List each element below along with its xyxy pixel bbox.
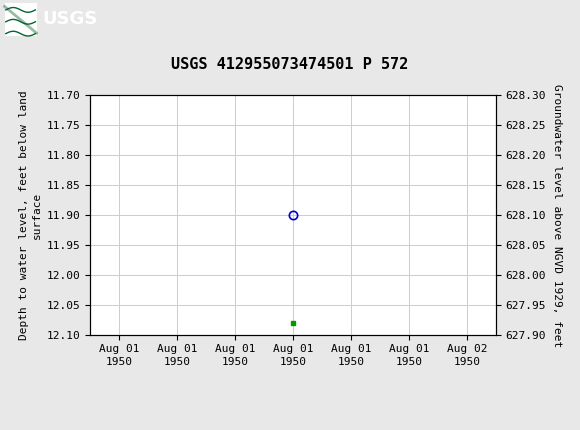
Y-axis label: Depth to water level, feet below land
surface: Depth to water level, feet below land su… [19, 91, 42, 340]
Text: USGS 412955073474501 P 572: USGS 412955073474501 P 572 [171, 57, 409, 72]
FancyBboxPatch shape [5, 3, 37, 37]
Text: USGS: USGS [42, 10, 97, 28]
Y-axis label: Groundwater level above NGVD 1929, feet: Groundwater level above NGVD 1929, feet [552, 84, 561, 347]
